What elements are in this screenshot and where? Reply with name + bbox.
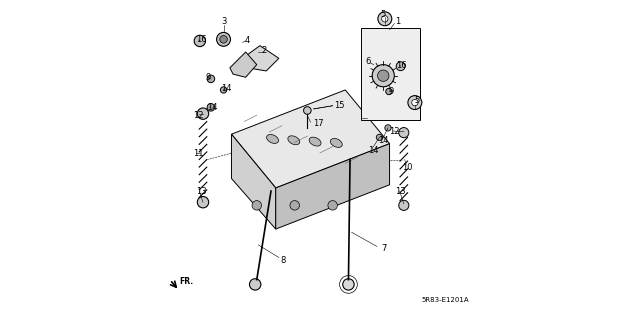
Circle shape xyxy=(197,197,209,208)
Circle shape xyxy=(385,125,391,131)
Circle shape xyxy=(290,201,300,210)
FancyBboxPatch shape xyxy=(361,28,420,120)
Text: 5: 5 xyxy=(381,10,386,19)
Ellipse shape xyxy=(330,138,342,147)
Text: 6: 6 xyxy=(366,57,371,66)
Text: 14: 14 xyxy=(378,136,388,145)
Circle shape xyxy=(207,75,214,83)
Circle shape xyxy=(303,107,311,114)
Circle shape xyxy=(197,108,209,119)
Text: 13: 13 xyxy=(196,187,207,196)
Circle shape xyxy=(399,200,409,211)
Text: 5R83-E1201A: 5R83-E1201A xyxy=(421,297,469,303)
Text: 16: 16 xyxy=(196,35,207,44)
Circle shape xyxy=(207,104,214,111)
Text: 10: 10 xyxy=(402,163,413,172)
Text: 13: 13 xyxy=(396,187,406,196)
Ellipse shape xyxy=(309,137,321,146)
Ellipse shape xyxy=(267,135,278,144)
Polygon shape xyxy=(230,52,257,77)
Text: 4: 4 xyxy=(244,36,250,45)
Circle shape xyxy=(194,35,205,47)
Circle shape xyxy=(412,100,418,106)
Circle shape xyxy=(220,35,227,43)
Circle shape xyxy=(378,12,392,26)
Text: 11: 11 xyxy=(193,149,204,158)
Polygon shape xyxy=(276,144,390,229)
Text: 17: 17 xyxy=(313,119,323,128)
Circle shape xyxy=(378,70,389,81)
Polygon shape xyxy=(232,134,276,229)
Circle shape xyxy=(372,65,394,87)
Circle shape xyxy=(399,128,409,138)
Text: 2: 2 xyxy=(262,46,267,55)
Text: 14: 14 xyxy=(221,84,232,93)
Text: 3: 3 xyxy=(221,18,227,26)
Text: 8: 8 xyxy=(280,256,286,265)
Circle shape xyxy=(216,33,230,46)
Text: 9: 9 xyxy=(205,73,211,82)
Text: 7: 7 xyxy=(381,243,387,253)
Text: 1: 1 xyxy=(396,18,401,26)
Circle shape xyxy=(408,96,422,109)
Text: 5: 5 xyxy=(414,97,419,106)
Circle shape xyxy=(376,134,383,141)
Text: 16: 16 xyxy=(396,61,406,70)
Circle shape xyxy=(396,62,405,70)
Circle shape xyxy=(220,87,227,93)
Text: 12: 12 xyxy=(193,111,204,120)
Text: 14: 14 xyxy=(207,103,218,112)
Circle shape xyxy=(252,201,262,210)
Polygon shape xyxy=(232,90,390,188)
Circle shape xyxy=(328,201,337,210)
Text: 12: 12 xyxy=(390,128,400,137)
Circle shape xyxy=(381,16,388,22)
Circle shape xyxy=(343,279,354,290)
Polygon shape xyxy=(243,46,279,71)
Text: 14: 14 xyxy=(369,145,379,154)
Text: 15: 15 xyxy=(334,101,345,110)
Text: FR.: FR. xyxy=(179,277,193,286)
Circle shape xyxy=(386,88,392,95)
Ellipse shape xyxy=(288,136,300,145)
Circle shape xyxy=(250,279,261,290)
Text: 9: 9 xyxy=(388,87,394,96)
